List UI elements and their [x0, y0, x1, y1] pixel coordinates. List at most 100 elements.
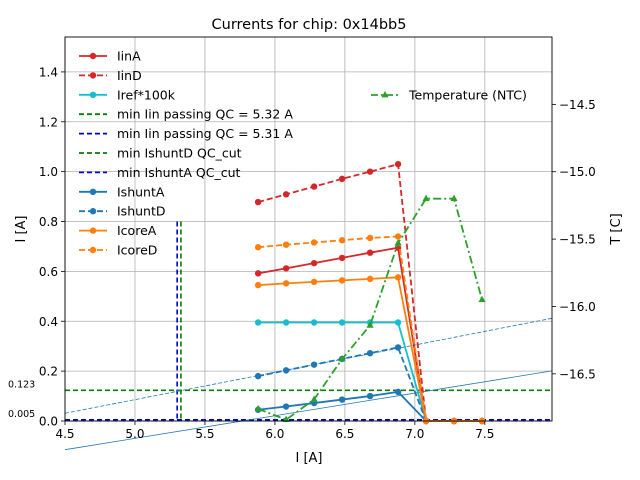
- threshold-label: 0.005: [8, 409, 35, 420]
- x-tick-label: 5.5: [195, 427, 214, 441]
- point-iind: [338, 175, 346, 183]
- legend-label: IinD: [117, 68, 142, 83]
- threshold-annotations: 0.123 0.005: [8, 379, 35, 419]
- legend-marker: [89, 188, 97, 195]
- point-ishuntd: [394, 344, 402, 351]
- temperature-point: [282, 415, 290, 423]
- plot-frame: [64, 36, 553, 422]
- point-iind: [310, 183, 318, 190]
- point-ishuntd: [282, 367, 290, 374]
- y-tick-label: 0.2: [39, 365, 58, 379]
- temperature-point: [310, 395, 318, 402]
- point-ishunta: [282, 403, 290, 410]
- point-icored: [366, 234, 374, 242]
- legend-label: IcoreD: [117, 243, 157, 258]
- y2-axis: −16.5 −16.0 −15.5 −15.0 −14.5: [552, 98, 596, 381]
- point-icored: [338, 237, 346, 244]
- point-iind: [394, 160, 402, 168]
- y-tick-label: 0.0: [39, 415, 58, 429]
- y-tick-label: 0.6: [39, 265, 58, 279]
- chart-title: Currents for chip: 0x14bb5: [212, 17, 407, 33]
- legend-right: Temperature (NTC): [371, 88, 527, 103]
- x-tick-label: 7.5: [475, 427, 494, 441]
- y2-axis-label: T [C]: [609, 213, 624, 245]
- x-axis: 4.5 5.0 5.5 6.0 6.5 7.0 7.5: [55, 421, 494, 441]
- point-iref-100k: [282, 319, 290, 326]
- point-icored: [394, 233, 402, 240]
- legend-marker: [89, 91, 97, 99]
- point-ishunta: [338, 396, 346, 403]
- temperature-point: [450, 194, 458, 202]
- y-tick-label: 0.8: [39, 215, 58, 229]
- point-icorea: [394, 274, 402, 281]
- x-axis-label: I [A]: [295, 451, 322, 466]
- legend-marker: [89, 72, 97, 79]
- point-iind: [282, 191, 290, 198]
- legend-marker: [381, 91, 389, 98]
- y-tick-label: 1.2: [39, 115, 58, 129]
- legend-label: min Iin passing QC = 5.32 A: [117, 107, 293, 122]
- point-iind: [366, 168, 374, 175]
- point-ishuntd: [254, 372, 262, 380]
- y-axis-label: I [A]: [14, 215, 29, 242]
- fit-lines: [64, 317, 553, 451]
- x-tick-label: 5.0: [125, 427, 144, 441]
- x-tick-label: 7.0: [405, 427, 424, 441]
- legend-label: min IshuntD QC_cut: [117, 146, 242, 161]
- y-axis: 0.0 0.2 0.4 0.6 0.8 1.0 1.2 1.4: [39, 65, 65, 429]
- point-iref-100k: [338, 319, 346, 326]
- point-iref-100k: [254, 319, 262, 326]
- legend-label: min Iin passing QC = 5.31 A: [117, 126, 293, 141]
- point-icored: [254, 244, 262, 251]
- temperature-point: [394, 239, 402, 246]
- threshold-label: 0.123: [8, 379, 35, 390]
- point-iina: [366, 249, 374, 256]
- point-iref-100k: [394, 319, 402, 326]
- point-icored: [282, 241, 290, 248]
- temperature-point: [422, 194, 430, 202]
- legend-label: min IshuntA QC_cut: [117, 165, 241, 180]
- fit-line-ishunta: [64, 370, 553, 451]
- legend-label: Iref*100k: [117, 87, 176, 102]
- x-tick-label: 6.5: [335, 427, 354, 441]
- point-iina: [310, 259, 318, 267]
- y2-tick-label: −15.0: [559, 165, 596, 179]
- x-tick-label: 6.0: [265, 427, 284, 441]
- temperature-series: [254, 194, 486, 423]
- point-ishunta: [366, 392, 374, 400]
- point-icorea: [254, 281, 262, 289]
- point-icorea: [310, 278, 318, 286]
- y2-tick-label: −16.5: [559, 367, 596, 381]
- y2-tick-label: −15.5: [559, 233, 596, 247]
- point-icorea: [282, 280, 290, 287]
- fit-line-ishuntd: [64, 317, 553, 414]
- point-iina: [338, 254, 346, 262]
- point-ishunta: [394, 388, 402, 396]
- point-iind: [254, 198, 262, 206]
- temperature-point: [478, 295, 486, 303]
- temperature-point: [338, 355, 346, 362]
- legend-label: IshuntA: [117, 184, 165, 199]
- y-tick-label: 1.0: [39, 165, 58, 179]
- point-iina: [282, 265, 290, 272]
- legend-marker: [89, 208, 97, 215]
- y-tick-label: 0.4: [39, 315, 58, 329]
- point-icorea: [338, 277, 346, 284]
- legend-label: IcoreA: [117, 223, 157, 238]
- legend-label: IinA: [117, 49, 141, 64]
- reference-lines: [65, 221, 552, 421]
- series-line-iind: [257, 163, 483, 422]
- point-icorea: [366, 275, 374, 283]
- temperature-point: [254, 404, 262, 412]
- point-ishuntd: [310, 361, 318, 368]
- y2-tick-label: −14.5: [559, 98, 596, 112]
- legend-marker: [89, 52, 97, 60]
- point-icored: [310, 239, 318, 246]
- legend-label: IshuntD: [117, 204, 166, 219]
- y2-tick-label: −16.0: [559, 300, 596, 314]
- point-iina: [254, 270, 262, 277]
- temperature-line: [257, 197, 483, 421]
- legend-marker: [89, 246, 97, 254]
- point-iref-100k: [310, 319, 318, 326]
